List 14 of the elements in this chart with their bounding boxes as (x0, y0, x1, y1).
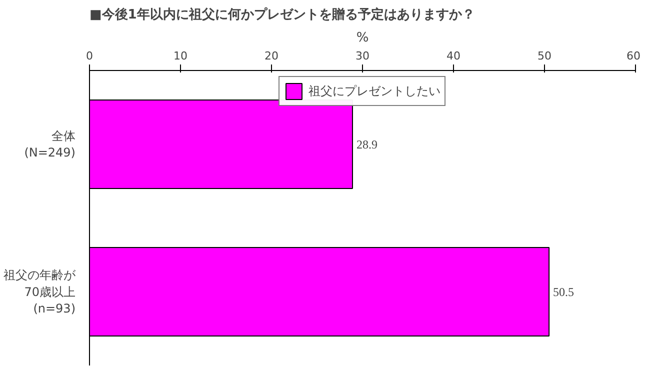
y-tick-label: 全体 (N=249) (24, 128, 76, 160)
data-label: 50.5 (553, 284, 574, 299)
x-tick-label: 40 (446, 50, 460, 62)
x-tick-label: 60 (626, 50, 641, 62)
x-tick-label: 20 (264, 50, 278, 62)
x-tick-label: 30 (356, 50, 370, 62)
x-tick-label: 50 (538, 50, 552, 62)
chart-title: ■今後1年以内に祖父に何かプレゼントを贈る予定はありますか？ (90, 6, 475, 22)
x-tick-label: 10 (174, 50, 188, 62)
legend-label: 祖父にプレゼントしたい (308, 82, 440, 100)
y-tick-label: 祖父の年齢が 70歳以上 (n=93) (4, 268, 76, 316)
x-axis-title: % (356, 30, 369, 46)
x-tick-label: 0 (86, 50, 93, 62)
data-label: 28.9 (356, 137, 378, 152)
